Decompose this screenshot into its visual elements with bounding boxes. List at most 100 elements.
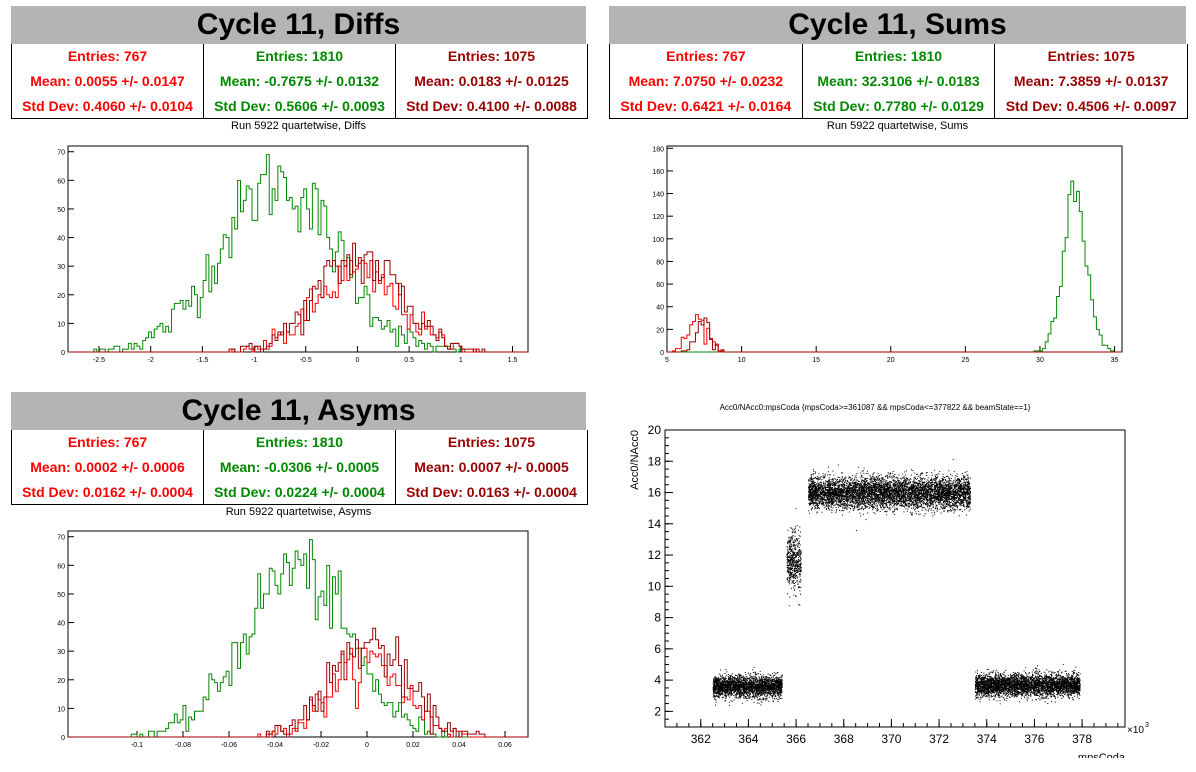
scatter-point: [963, 491, 965, 493]
scatter-point: [905, 508, 907, 510]
scatter-point: [740, 686, 742, 688]
x-tick-label: 0: [365, 742, 369, 749]
scatter-point: [797, 562, 799, 564]
scatter-point: [744, 680, 746, 682]
scatter-point: [761, 680, 763, 682]
scatter-point: [788, 579, 790, 581]
scatter-point: [797, 561, 799, 563]
scatter-point: [721, 683, 723, 684]
scatter-point: [794, 530, 796, 532]
scatter-point: [769, 692, 771, 694]
scatter-point: [881, 501, 883, 503]
mean: Mean: 7.3859 +/- 0.0137: [1013, 72, 1169, 89]
scatter-point: [719, 692, 721, 694]
scatter-point: [788, 542, 790, 544]
scatter-point: [722, 689, 724, 691]
scatter-point: [770, 694, 771, 696]
scatter-point: [748, 688, 750, 690]
scatter-point: [900, 500, 902, 502]
scatter-point: [788, 556, 790, 558]
scatter-point: [819, 485, 821, 486]
scatter-point: [726, 680, 728, 682]
scatter-point: [750, 690, 752, 692]
scatter-point: [736, 681, 738, 683]
scatter-point: [766, 699, 768, 701]
scatter-point: [762, 690, 764, 692]
scatter-point: [749, 690, 751, 692]
scatter-point: [736, 678, 738, 680]
mean: Mean: 0.0055 +/- 0.0147: [30, 72, 185, 89]
scatter-point: [744, 672, 746, 673]
scatter-point: [718, 692, 719, 694]
scatter-point: [775, 687, 777, 689]
scatter-point: [842, 495, 844, 497]
scatter-point: [780, 675, 782, 677]
scatter-point: [928, 491, 930, 493]
scatter-point: [778, 688, 780, 690]
scatter-point: [914, 472, 916, 474]
scatter-point: [965, 479, 967, 481]
scatter-point: [800, 551, 802, 553]
x-tick-label: 0.04: [452, 742, 466, 749]
y-tick-label: 120: [652, 214, 664, 221]
scatter-point: [716, 678, 718, 680]
scatter-point: [930, 501, 932, 503]
scatter-point: [756, 686, 758, 687]
scatter-point: [744, 688, 746, 690]
scatter-point: [728, 681, 730, 683]
scatter-point: [841, 480, 843, 482]
y-tick-label: 180: [652, 146, 664, 153]
scatter-point: [776, 697, 777, 699]
scatter-point: [728, 678, 730, 680]
scatter-point: [731, 684, 732, 686]
scatter-point: [726, 690, 728, 692]
scatter-point: [772, 691, 774, 693]
scatter-point: [752, 681, 754, 683]
scatter-point: [749, 685, 751, 687]
asyms-subtitle: Run 5922 quartetwise, Asyms: [225, 506, 372, 518]
scatter-point: [742, 694, 744, 696]
scatter-point: [898, 481, 900, 483]
scatter-point: [839, 497, 841, 499]
scatter-point: [787, 577, 789, 579]
scatter-point: [774, 696, 776, 697]
scatter-point: [920, 489, 922, 491]
scatter-point: [780, 682, 782, 684]
scatter-point: [787, 579, 789, 581]
scatter-point: [885, 476, 886, 478]
scatter-point: [762, 692, 764, 694]
scatter-point: [810, 499, 812, 500]
scatter-point: [821, 491, 823, 493]
scatter-point: [766, 678, 768, 680]
scatter-point: [789, 544, 791, 546]
scatter-point: [800, 566, 802, 568]
scatter-point: [939, 471, 941, 472]
scatter-point: [768, 688, 770, 690]
scatter-point: [787, 552, 789, 554]
scatter-point: [777, 694, 779, 696]
scatter-point: [728, 695, 730, 697]
scatter-point: [737, 676, 739, 678]
scatter-point: [769, 687, 771, 689]
scatter-point: [794, 571, 796, 573]
scatter-point: [793, 583, 795, 584]
scatter-point: [729, 692, 731, 694]
scatter-point: [921, 500, 923, 501]
scatter-point: [761, 690, 763, 692]
scatter-point: [854, 488, 856, 490]
scatter-point: [937, 491, 939, 493]
scatter-point: [715, 701, 717, 703]
scatter-point: [757, 685, 759, 687]
scatter-point: [865, 499, 866, 501]
scatter-point: [871, 495, 873, 497]
scatter-point: [773, 686, 775, 688]
scatter-point: [731, 676, 733, 678]
scatter-point: [932, 490, 934, 492]
scatter-point: [744, 697, 746, 699]
scatter-point: [788, 537, 790, 539]
scatter-point: [745, 688, 747, 690]
scatter-point: [763, 688, 765, 690]
scatter-point: [881, 497, 883, 499]
scatter-point: [764, 691, 766, 693]
scatter-point: [838, 501, 839, 503]
